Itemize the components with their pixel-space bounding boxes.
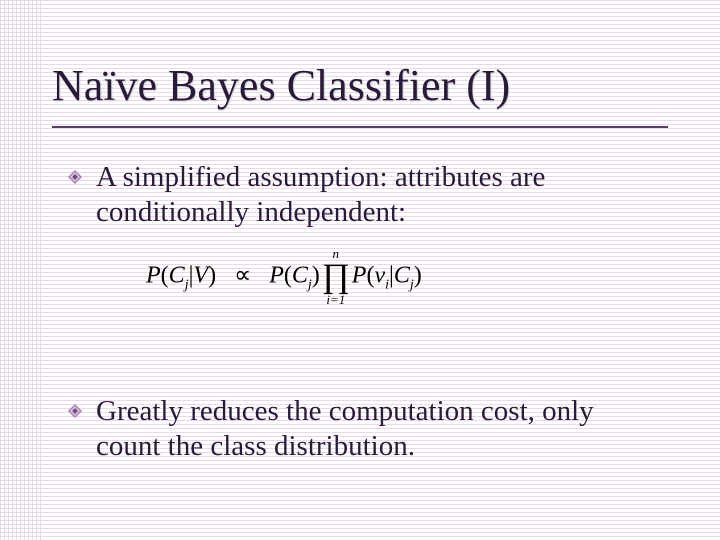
diamond-bullet-icon bbox=[68, 404, 82, 418]
prod-pi: ∏ bbox=[322, 258, 350, 295]
f-P3: P bbox=[352, 263, 367, 289]
f-C1: C bbox=[169, 263, 185, 289]
bullet-1-text: A simplified assumption: attributes are … bbox=[96, 161, 545, 228]
f-close1: ) bbox=[208, 263, 216, 289]
slide: Naïve Bayes Classifier (I) A simplified … bbox=[0, 0, 720, 540]
f-open2: ( bbox=[284, 263, 292, 289]
title-underline bbox=[52, 126, 668, 128]
f-v: v bbox=[374, 263, 385, 289]
f-P1: P bbox=[146, 263, 161, 289]
bullet-2: Greatly reduces the computation cost, on… bbox=[96, 394, 656, 465]
product-symbol: n∏i=1 bbox=[322, 260, 350, 294]
diamond-bullet-icon bbox=[68, 170, 82, 184]
formula: P(Cj|V) ∝ P(Cj)n∏i=1P(vi|Cj) bbox=[146, 260, 422, 294]
f-close3: ) bbox=[414, 263, 422, 289]
f-C3: C bbox=[394, 263, 410, 289]
prod-top: n bbox=[322, 246, 350, 262]
bullet-2-text: Greatly reduces the computation cost, on… bbox=[96, 395, 594, 462]
f-close2: ) bbox=[312, 263, 320, 289]
grid-left-strip bbox=[0, 0, 44, 540]
f-open1: ( bbox=[161, 263, 169, 289]
prod-bot: i=1 bbox=[322, 292, 350, 308]
bullet-1: A simplified assumption: attributes are … bbox=[96, 160, 656, 231]
f-C2: C bbox=[292, 263, 308, 289]
f-P2: P bbox=[269, 263, 284, 289]
f-prop: ∝ bbox=[234, 263, 251, 289]
slide-title: Naïve Bayes Classifier (I) bbox=[52, 60, 510, 111]
f-V: V bbox=[193, 263, 208, 289]
